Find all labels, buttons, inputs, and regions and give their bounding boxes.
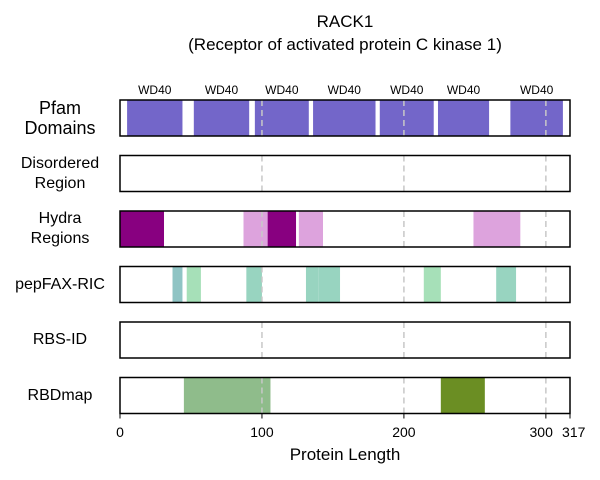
x-axis-label: Protein Length	[289, 445, 401, 464]
track-0-segment-2	[254, 100, 309, 136]
track-5-segment-1	[440, 377, 485, 414]
x-tick-label: 0	[116, 424, 124, 440]
track-0-segment-6	[510, 100, 563, 136]
track-0-segment-5	[437, 100, 490, 136]
track-label: pepFAX-RIC	[0, 275, 120, 295]
track-3-segment-4	[318, 266, 341, 303]
track-2-frame	[119, 210, 571, 248]
track-label-line: Regions	[30, 230, 90, 247]
track-label-line: RBDmap	[27, 386, 93, 404]
track-0-segment-2-label: WD40	[265, 83, 299, 97]
track-label: RBS-ID	[0, 330, 120, 350]
track-0-segment-0-label: WD40	[138, 83, 172, 97]
track-2-segment-3	[298, 211, 323, 247]
track-label-line: Pfam	[38, 98, 81, 118]
track-5-frame	[119, 376, 571, 415]
x-tick-label: 317	[562, 424, 586, 440]
track-0-segment-1-label: WD40	[205, 83, 239, 97]
track-0-segment-5-label: WD40	[447, 83, 481, 97]
track-label-line: Disordered	[20, 154, 100, 172]
chart-subtitle: (Receptor of activated protein C kinase …	[188, 35, 502, 54]
track-2-segment-1	[243, 211, 268, 247]
track-label: RBDmap	[0, 386, 120, 406]
track-3-segment-5	[423, 266, 441, 303]
track-1-frame	[119, 154, 571, 193]
track-2-segment-4	[473, 211, 521, 247]
track-3-segment-3	[305, 266, 319, 303]
track-3-segment-0	[172, 266, 183, 303]
chart-title: RACK1	[316, 12, 374, 31]
track-5-segment-0	[183, 377, 271, 414]
track-0-segment-1	[193, 100, 250, 136]
track-label: Disordered Region	[0, 154, 120, 194]
track-label-line: pepFAX-RIC	[15, 275, 105, 293]
track-3-frame	[119, 265, 571, 304]
track-0-segment-6-label: WD40	[520, 83, 554, 97]
x-tick-label: 100	[250, 424, 274, 440]
track-0-segment-4-label: WD40	[390, 83, 424, 97]
track-3-segment-2	[246, 266, 262, 303]
x-tick-label: 200	[392, 424, 416, 440]
track-label-line: Hydra	[38, 210, 82, 227]
track-0-frame	[119, 99, 571, 137]
track-label: Pfam Domains	[0, 98, 120, 138]
track-0-segment-0	[127, 100, 183, 136]
track-0-segment-3	[313, 100, 376, 136]
track-0-segment-3-label: WD40	[328, 83, 362, 97]
track-label-line: RBS-ID	[32, 331, 88, 348]
track-label-line: Domains	[24, 118, 96, 138]
track-4-frame	[119, 321, 571, 359]
track-3-segment-6	[496, 266, 517, 303]
x-tick-label: 300	[529, 424, 553, 440]
track-label: Hydra Regions	[0, 209, 120, 249]
track-2-segment-0	[120, 211, 165, 247]
track-0-segment-4	[379, 100, 434, 136]
track-label-line: Region	[34, 174, 86, 192]
track-2-segment-2	[267, 211, 297, 247]
track-3-segment-1	[186, 266, 201, 303]
